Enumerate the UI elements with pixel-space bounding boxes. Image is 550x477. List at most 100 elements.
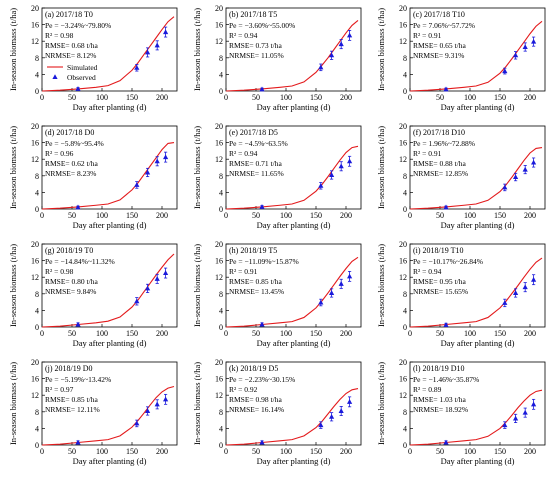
observed-triangle-marker [443,204,449,210]
panel-l: 0 50 100 150 200 0 4 8 12 16 20 Day after planting … [376,358,546,466]
observed-triangle-marker [513,415,519,421]
panel-title: (i) 2018/19 T10 [413,246,464,255]
x-tick-label: 0 [40,447,44,456]
y-tick-label: 8 [403,408,407,417]
x-tick-label: 150 [494,447,506,456]
x-tick-label: 200 [340,329,352,338]
stat-nrmse: NRMSE= 12.11% [45,405,100,414]
panel-title: (h) 2018/19 T5 [229,246,277,255]
observed-point [513,288,519,298]
y-tick-label: 0 [35,205,39,214]
stat-rmse: RMSE= 0.85 t/ha [45,395,98,404]
panel-c: 0 50 100 150 200 0 4 8 12 16 20 Day after planting … [376,4,546,112]
stat-r2: R² = 0.91 [413,31,442,40]
observed-triangle-marker [75,204,81,210]
x-tick-label: 100 [464,329,476,338]
y-tick-label: 16 [31,375,39,384]
observed-triangle-marker [443,86,449,92]
observed-point [338,278,344,289]
simulated-line [41,385,175,446]
y-tick-label: 12 [31,37,39,46]
y-tick-label: 4 [403,424,407,433]
x-tick-label: 100 [280,93,292,102]
y-tick-label: 12 [215,273,223,282]
observed-triangle-marker [502,184,508,190]
y-axis-label: In-season biomass (t/ha) [192,244,202,327]
observed-point [443,86,449,92]
panel-title: (b) 2017/18 T5 [229,10,277,19]
panel-g: 0 50 100 150 200 0 4 8 12 16 20 Day after planting … [8,240,178,348]
observed-triangle-marker [522,284,528,290]
stat-pe: Pe = −2.23%~30.15% [229,375,295,384]
stat-r2: R² = 0.96 [45,149,74,158]
observed-triangle-marker [145,285,151,291]
stat-rmse: RMSE= 0.71 t/ha [229,159,282,168]
y-tick-label: 4 [403,70,407,79]
y-tick-label: 4 [403,306,407,315]
y-tick-label: 4 [219,70,223,79]
x-axis-label: Day after planting (d) [73,338,147,348]
observed-point [531,398,537,410]
y-tick-label: 12 [399,37,407,46]
observed-triangle-marker [134,64,140,70]
y-tick-label: 20 [31,240,39,249]
observed-triangle-marker [347,273,353,279]
panel-k: 0 50 100 150 200 0 4 8 12 16 20 Day after planting … [192,358,362,466]
y-tick-label: 12 [215,155,223,164]
observed-triangle-marker [347,32,353,38]
y-tick-label: 20 [31,358,39,367]
stat-r2: R² = 0.94 [229,149,258,158]
stat-pe: Pe = −14.84%~11.32% [45,257,115,266]
x-tick-label: 200 [524,447,536,456]
observed-point [443,322,449,327]
stat-r2: R² = 0.98 [45,31,74,40]
stat-r2: R² = 0.94 [229,31,258,40]
y-tick-label: 4 [35,306,39,315]
observed-point [522,282,528,293]
observed-point [443,204,449,210]
observed-point [531,36,537,47]
y-axis-label: In-season biomass (t/ha) [8,244,18,327]
x-tick-label: 100 [280,211,292,220]
stat-r2: R² = 0.97 [45,385,74,394]
panel-f: 0 50 100 150 200 0 4 8 12 16 20 Day after planting … [376,122,546,230]
y-tick-label: 4 [35,424,39,433]
panel-title: (l) 2018/19 D10 [413,364,465,373]
x-tick-label: 100 [96,211,108,220]
x-tick-label: 200 [156,329,168,338]
y-tick-label: 0 [35,323,39,332]
observed-point [145,47,151,58]
stat-pe: Pe = −5.8%~95.4% [45,139,104,148]
observed-triangle-marker [163,154,169,160]
y-tick-label: 4 [219,188,223,197]
panel-title: (d) 2017/18 D0 [45,128,94,137]
x-tick-label: 150 [494,211,506,220]
x-axis-label: Day after planting (d) [73,220,147,230]
observed-triangle-marker [259,204,265,209]
observed-point [154,40,160,51]
x-axis-label: Day after planting (d) [73,456,147,466]
observed-point [502,421,508,429]
x-tick-label: 100 [464,93,476,102]
y-tick-label: 8 [35,172,39,181]
plot-frame [41,7,178,92]
observed-point [145,283,151,293]
stat-r2: R² = 0.89 [413,385,442,394]
stat-r2: R² = 0.91 [413,149,442,158]
plot-frame [409,361,546,446]
y-tick-label: 4 [403,188,407,197]
x-tick-label: 50 [252,329,260,338]
x-axis-label: Day after planting (d) [257,456,331,466]
panel-b: 0 50 100 150 200 0 4 8 12 16 20 Day after planting … [192,4,362,112]
x-axis-label: Day after planting (d) [73,102,147,112]
observed-point [347,30,353,41]
observed-point [154,156,160,167]
panel-a: 0 50 100 150 200 0 4 8 12 16 20 Day after planting … [8,4,178,112]
observed-point [154,399,160,410]
observed-triangle-marker [513,174,519,180]
y-tick-label: 20 [215,4,223,13]
y-tick-label: 20 [215,358,223,367]
x-tick-label: 50 [68,447,76,456]
